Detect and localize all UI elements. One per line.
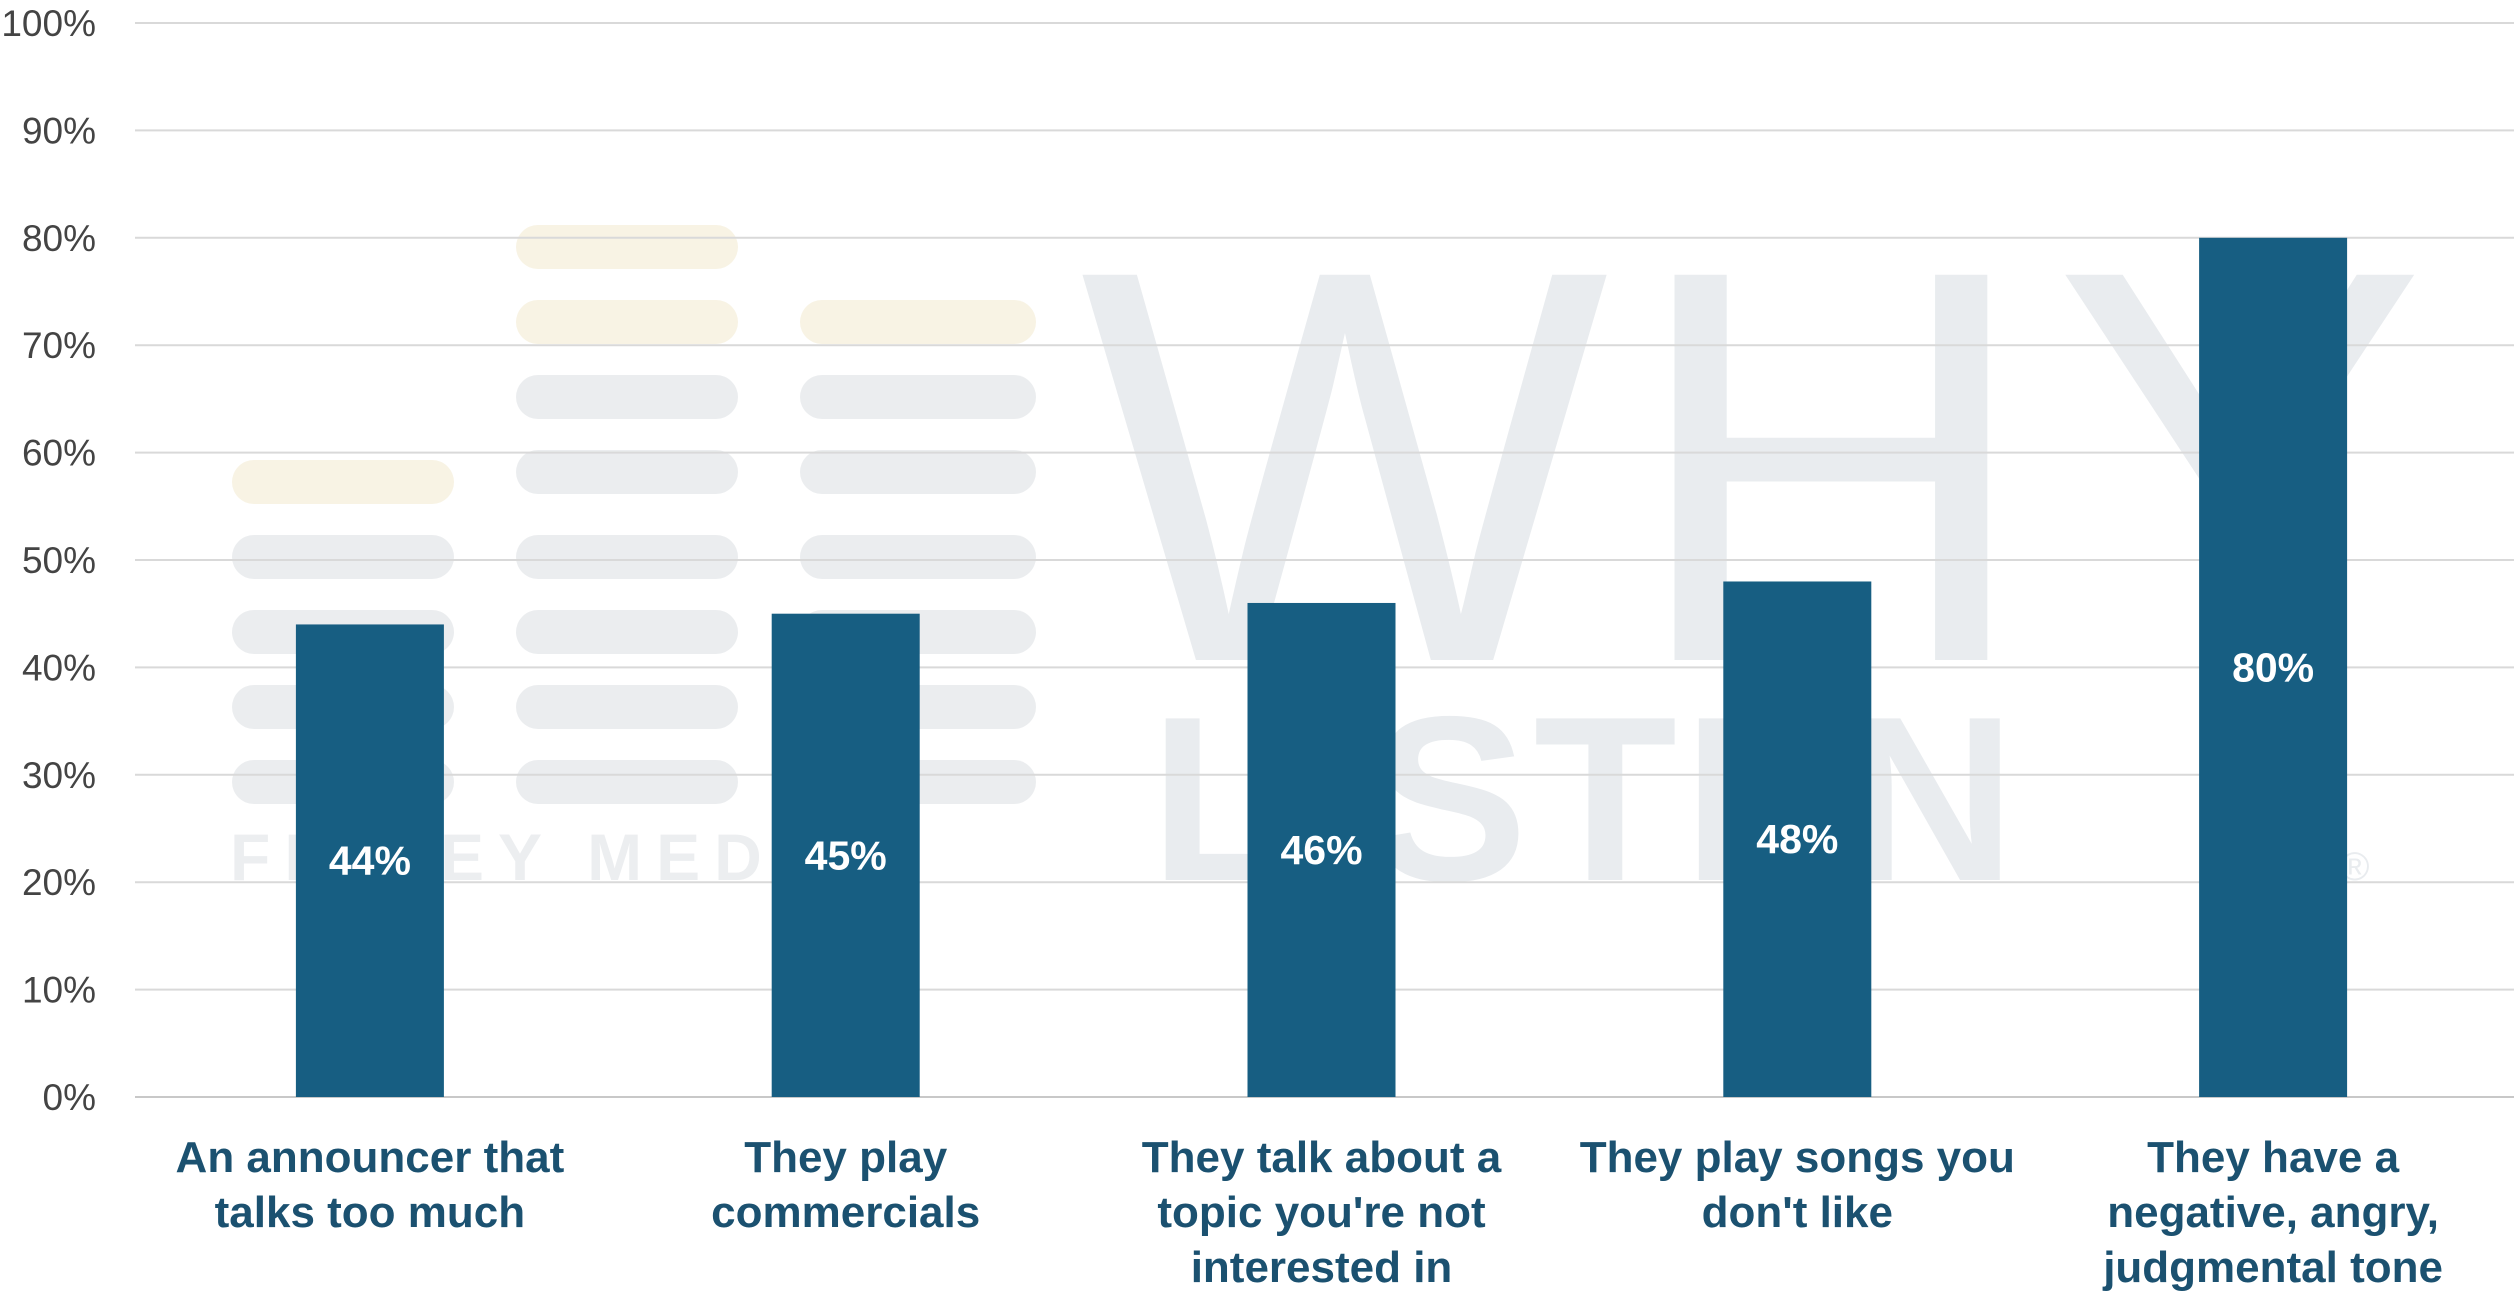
watermark-pill	[516, 610, 738, 654]
y-tick-label: 60%	[22, 433, 96, 474]
watermark-pill	[516, 760, 738, 804]
watermark-pill	[516, 535, 738, 579]
y-tick-label: 30%	[22, 755, 96, 796]
watermark-pill	[516, 225, 738, 269]
watermark-pill	[516, 300, 738, 344]
y-tick-label: 0%	[43, 1077, 96, 1118]
watermark-pill	[800, 535, 1036, 579]
y-tick-label: 20%	[22, 862, 96, 903]
y-tick-label: 90%	[22, 110, 96, 151]
watermark-pill	[800, 450, 1036, 494]
y-tick-label: 100%	[1, 3, 96, 44]
y-axis-ticks: 0% 10% 20% 30% 40% 50% 60% 70% 80% 90% 100%	[1, 3, 96, 1118]
x-axis-labels: An announcer that talks too much They play…	[176, 1133, 2443, 1292]
x-category-label: An announcer that talks too much	[176, 1133, 565, 1237]
bar	[2199, 237, 2348, 1098]
bar-value-label: 80%	[2232, 644, 2314, 690]
watermark-pill	[232, 535, 454, 579]
bar-value-label: 45%	[805, 832, 887, 878]
bar-value-label: 44%	[329, 838, 411, 884]
y-tick-label: 50%	[22, 540, 96, 581]
watermark-pill	[516, 685, 738, 729]
watermark-pill	[800, 300, 1036, 344]
x-category-label: They talk about a topic you're not interes…	[1142, 1133, 1502, 1292]
bar-value-label: 46%	[1280, 827, 1362, 873]
x-category-label: They play commercials	[711, 1133, 980, 1237]
watermark-pill	[800, 375, 1036, 419]
watermark-pill	[516, 375, 738, 419]
bar	[1723, 581, 1872, 1097]
x-category-label: They have a negative, angry, judgmental to…	[2102, 1133, 2443, 1292]
x-category-label: They play songs you don't like	[1580, 1133, 2015, 1237]
watermark-pill	[516, 450, 738, 494]
y-tick-label: 70%	[22, 325, 96, 366]
bar	[771, 613, 920, 1097]
y-tick-label: 80%	[22, 218, 96, 259]
bar	[295, 624, 444, 1097]
y-tick-label: 40%	[22, 647, 96, 688]
watermark-pill	[232, 460, 454, 504]
bar	[1247, 602, 1396, 1097]
bars: 44% 45% 46% 48% 80%	[295, 237, 2348, 1098]
y-tick-label: 10%	[22, 970, 96, 1011]
bar-value-label: 48%	[1756, 816, 1838, 862]
